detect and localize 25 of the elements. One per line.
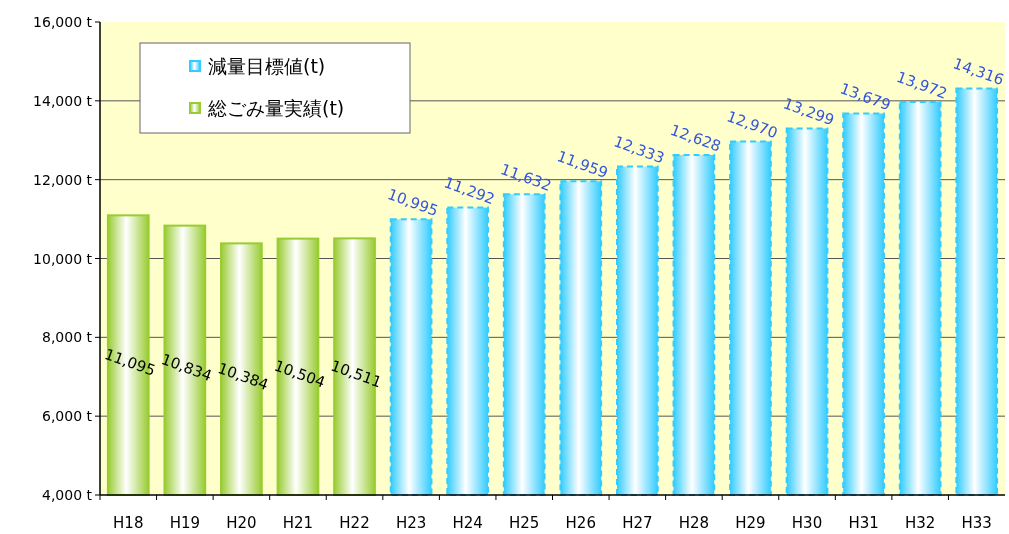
x-tick-label: H25 <box>509 514 540 532</box>
x-tick-label: H29 <box>735 514 766 532</box>
x-tick-label: H32 <box>904 514 936 532</box>
y-tick-label: 14,000 t <box>33 92 93 109</box>
y-tick-label: 10,000 t <box>33 250 93 267</box>
x-tick-label: H33 <box>961 514 992 532</box>
x-tick-label: H30 <box>791 514 823 532</box>
x-tick-label: H19 <box>169 514 201 532</box>
x-tick-label: H21 <box>282 514 314 532</box>
y-tick-label: 12,000 t <box>33 171 93 188</box>
y-tick-label: 16,000 t <box>33 14 93 30</box>
x-tick-label: H24 <box>452 514 483 532</box>
y-tick-label: 6,000 t <box>41 408 93 425</box>
legend-label: 減量目標値(t) <box>208 55 326 77</box>
x-tick-label: H22 <box>339 514 370 532</box>
y-tick-label: 8,000 t <box>41 329 93 346</box>
x-tick-label: H18 <box>113 514 144 532</box>
x-tick-label: H23 <box>395 514 427 532</box>
x-tick-label: H26 <box>565 514 596 532</box>
x-tick-label: H31 <box>848 514 879 532</box>
x-tick-label: H20 <box>226 514 257 532</box>
x-tick-label: H28 <box>678 514 710 532</box>
legend-label: 総ごみ量実績(t) <box>207 97 345 119</box>
x-tick-label: H27 <box>622 514 653 532</box>
y-tick-label: 4,000 t <box>41 487 93 503</box>
